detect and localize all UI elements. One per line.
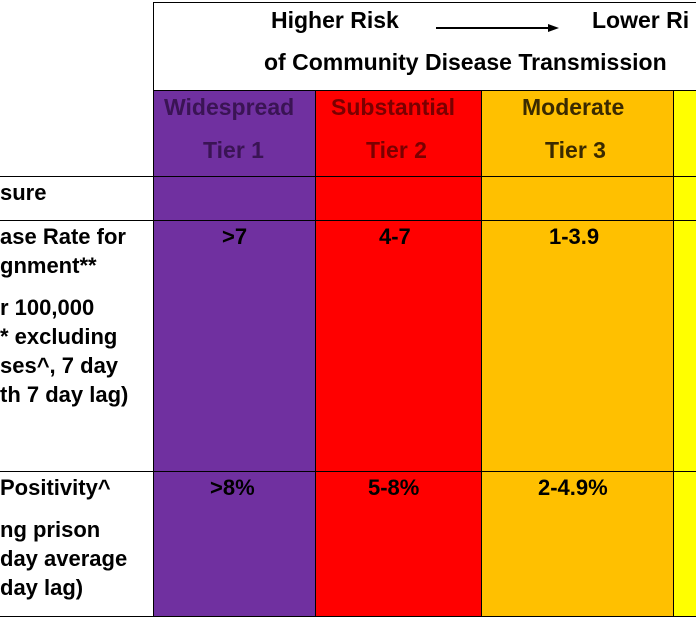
case-rate-label-line-1: ase Rate for bbox=[0, 224, 126, 249]
column-divider bbox=[481, 90, 482, 617]
tier-3-number: Tier 3 bbox=[545, 137, 606, 163]
positivity-tier-4 bbox=[673, 471, 696, 616]
measure-row-tier-3 bbox=[481, 176, 673, 220]
column-divider bbox=[315, 90, 316, 617]
positivity-value-tier-3: 2-4.9% bbox=[538, 475, 608, 500]
transmission-subtitle: of Community Disease Transmission bbox=[264, 49, 667, 75]
measure-row-tier-1 bbox=[153, 176, 315, 220]
tier-1-number: Tier 1 bbox=[203, 137, 264, 163]
measure-row-tier-4 bbox=[673, 176, 696, 220]
case-rate-label-line-6: th 7 day lag) bbox=[0, 382, 129, 407]
positivity-label-line-4: day lag) bbox=[0, 575, 84, 600]
row-divider bbox=[0, 471, 696, 472]
case-rate-label-line-5: ses^, 7 day bbox=[0, 353, 119, 378]
case-rate-tier-3 bbox=[481, 220, 673, 471]
higher-risk-label: Higher Risk bbox=[271, 7, 399, 33]
tier-3-name: Moderate bbox=[522, 94, 625, 120]
positivity-label-line-3: day average bbox=[0, 546, 128, 571]
tier-2-name: Substantial bbox=[331, 94, 455, 120]
positivity-label-line-2: ng prison bbox=[0, 517, 101, 542]
lower-risk-label: Lower Ri bbox=[592, 7, 690, 33]
positivity-tier-1 bbox=[153, 471, 315, 616]
case-rate-value-tier-2: 4-7 bbox=[379, 224, 411, 249]
column-divider bbox=[673, 90, 674, 617]
case-rate-tier-1 bbox=[153, 220, 315, 471]
tier-1-name: Widespread bbox=[164, 94, 295, 120]
positivity-value-tier-1: >8% bbox=[210, 475, 255, 500]
case-rate-value-tier-1: >7 bbox=[222, 224, 248, 249]
tier-2-header bbox=[315, 90, 481, 176]
row-divider bbox=[0, 616, 696, 617]
positivity-tier-2 bbox=[315, 471, 481, 616]
case-rate-tier-2 bbox=[315, 220, 481, 471]
tier-1-header bbox=[153, 90, 315, 176]
row-divider bbox=[0, 176, 696, 177]
measure-row-tier-2 bbox=[315, 176, 481, 220]
tier-3-header bbox=[481, 90, 673, 176]
positivity-label-line-1: Positivity^ bbox=[0, 475, 111, 500]
row-divider bbox=[0, 220, 696, 221]
case-rate-label-line-4: * excluding bbox=[0, 324, 118, 349]
case-rate-value-tier-3: 1-3.9 bbox=[549, 224, 600, 249]
row-divider bbox=[153, 90, 696, 91]
case-rate-label-line-3: r 100,000 bbox=[0, 295, 95, 320]
right-arrow-icon bbox=[436, 19, 560, 32]
tier-2-number: Tier 2 bbox=[366, 137, 427, 163]
case-rate-label-line-2: gnment** bbox=[0, 253, 97, 278]
tier-4-header bbox=[673, 90, 696, 176]
positivity-tier-3 bbox=[481, 471, 673, 616]
case-rate-tier-4 bbox=[673, 220, 696, 471]
positivity-value-tier-2: 5-8% bbox=[368, 475, 420, 500]
column-divider bbox=[153, 2, 154, 617]
measure-label: sure bbox=[0, 180, 47, 205]
